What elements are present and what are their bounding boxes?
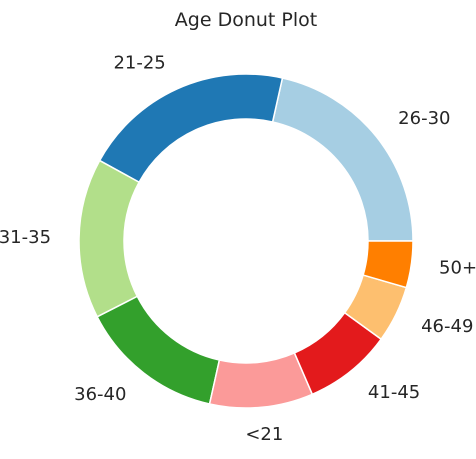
slice-label: <21 [245,424,283,445]
slice-label: 41-45 [368,382,420,403]
slice-labels: 26-30 21-25 31-35 36-40 <21 41-45 46-49 50+ [0,52,476,445]
slice-50 [362,240,414,289]
chart-title: Age Donut Plot [175,9,317,31]
slice-26-30 [271,77,414,242]
slice-31-35 [78,159,141,318]
slice-label: 21-25 [113,52,165,73]
slice-label: 36-40 [74,384,126,405]
slice-21-25 [98,73,284,184]
slice-label: 46-49 [421,316,473,337]
slice-label: 26-30 [398,108,450,129]
donut-slices [78,73,414,409]
slice-21 [208,351,314,409]
slice-label: 50+ [439,257,476,278]
slice-label: 31-35 [0,227,51,248]
